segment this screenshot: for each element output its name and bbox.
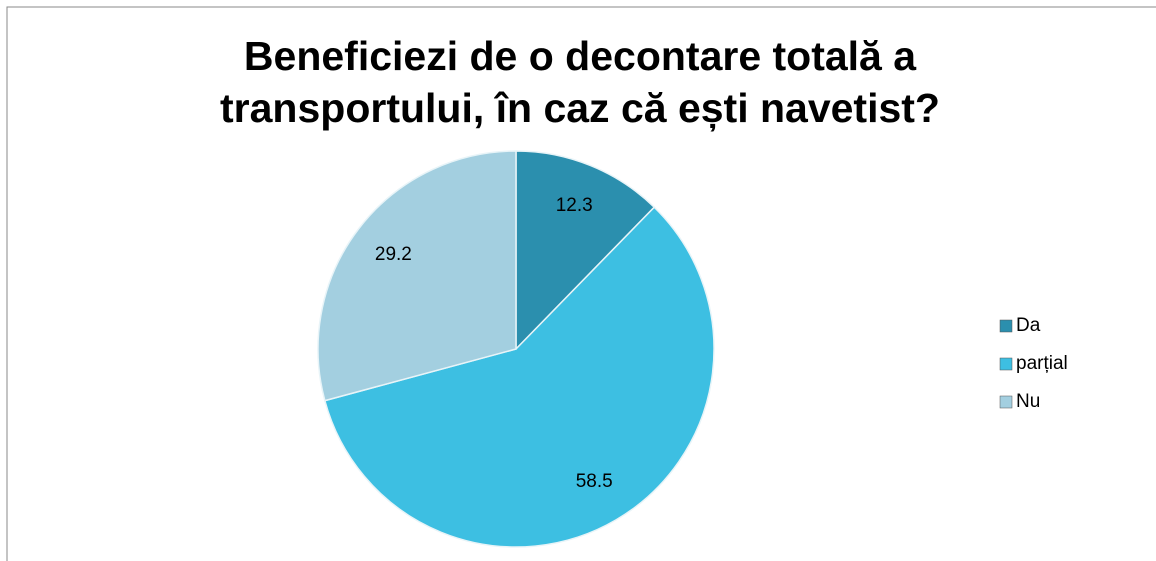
data-label: 58.5: [576, 471, 613, 492]
pie-slice: [317, 150, 517, 402]
data-label: 12.3: [556, 195, 593, 216]
chart-title: Beneficiezi de o decontare totală a tran…: [220, 33, 940, 131]
pie-slice: [515, 150, 656, 351]
legend-label: parțial: [1016, 353, 1068, 374]
frame: [6, 6, 1156, 561]
legend-label: Nu: [1016, 391, 1040, 412]
data-label: 29.2: [375, 244, 412, 265]
pie-slice: [323, 206, 715, 548]
legend-swatch: [999, 319, 1013, 333]
legend-swatch: [999, 357, 1013, 371]
legend-swatch: [999, 395, 1013, 409]
legend-label: Da: [1016, 315, 1041, 336]
